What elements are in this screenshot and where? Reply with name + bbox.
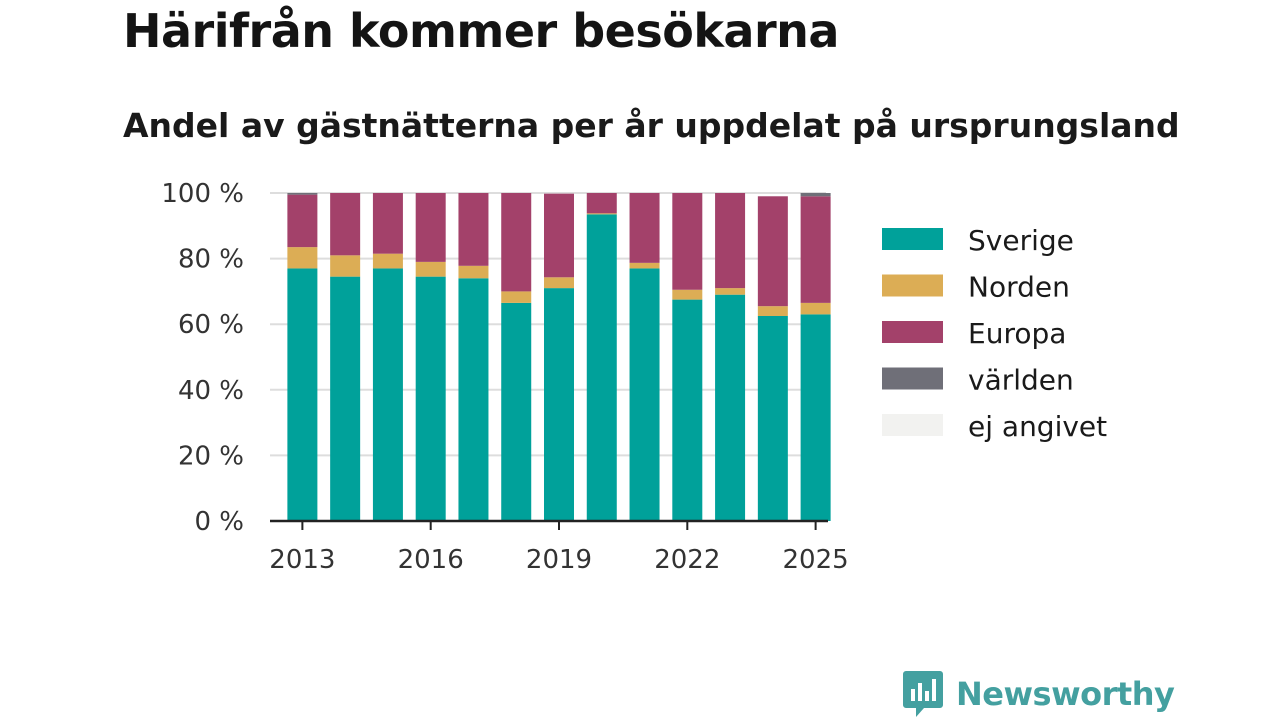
chart-title: Härifrån kommer besökarna (123, 4, 839, 58)
legend-label: Sverige (968, 224, 1074, 257)
newsworthy-brand: Newsworthy (902, 668, 1175, 720)
y-tick-label: 20 % (178, 441, 244, 471)
bar-segment (372, 268, 403, 521)
bar-segment (672, 289, 703, 300)
newsworthy-logo-icon (903, 671, 943, 717)
legend-swatch (882, 321, 943, 343)
bar-segment (672, 299, 703, 521)
bar-segment (501, 302, 532, 521)
stacked-bar-chart: 0 % 20 % 40 % 60 % 80 % 100 % 2013 2016 2019 202… (161, 179, 1107, 575)
bar-segment (501, 291, 532, 303)
y-tick-label: 80 % (178, 245, 244, 275)
x-tick-label: 2025 (783, 545, 849, 575)
bar-segment (586, 214, 617, 521)
bar-segment (757, 306, 788, 316)
bar-segment (715, 294, 746, 521)
bar-segment (544, 193, 574, 278)
bar-segment (629, 262, 660, 269)
bar-segment (287, 194, 318, 248)
bar-segment (715, 193, 746, 289)
x-axis: 2013 2016 2019 2022 2025 (269, 519, 849, 575)
bar-segment (586, 193, 617, 214)
bar-segment (330, 193, 361, 256)
bar-segment (287, 268, 318, 521)
bar-segment (415, 193, 446, 262)
bar-segment (800, 302, 831, 315)
x-tick-label: 2022 (654, 545, 720, 575)
bar-segment (501, 193, 532, 292)
y-tick-label: 100 % (161, 179, 244, 209)
legend-label: världen (968, 364, 1074, 397)
bar-segment (330, 276, 361, 521)
bar-segment (757, 316, 788, 521)
bar-segment (800, 196, 831, 303)
bar-segment (458, 193, 489, 266)
brand-name: Newsworthy (956, 675, 1175, 713)
x-tick-label: 2013 (269, 545, 335, 575)
y-tick-label: 0 % (194, 507, 244, 537)
bar-segment (715, 288, 746, 295)
bar-segment (372, 253, 403, 269)
legend-label: Europa (968, 317, 1066, 350)
legend-swatch (882, 274, 943, 297)
bar-segment (287, 247, 318, 269)
legend-swatch (882, 414, 943, 436)
x-tick-label: 2019 (526, 545, 592, 575)
bar-segment (800, 193, 831, 197)
legend: Sverige Norden Europa världen ej angivet (882, 224, 1107, 443)
bar-segment (672, 193, 703, 290)
bar-segment (415, 261, 446, 277)
bar-segment (458, 278, 489, 521)
bar-segment (287, 193, 318, 195)
bar-segment (586, 213, 617, 215)
bar-segment (544, 288, 574, 521)
bar-segment (415, 276, 446, 521)
bar-segment (544, 277, 574, 289)
legend-label: Norden (968, 271, 1070, 304)
y-tick-label: 60 % (178, 310, 244, 340)
bar-segment (800, 314, 831, 521)
legend-swatch (882, 367, 943, 390)
x-tick-label: 2016 (398, 545, 464, 575)
bar-segment (330, 255, 361, 277)
legend-swatch (882, 228, 943, 250)
y-tick-label: 40 % (178, 376, 244, 406)
y-axis: 0 % 20 % 40 % 60 % 80 % 100 % (161, 179, 244, 537)
bar-segment (458, 265, 489, 279)
chart-subtitle: Andel av gästnätterna per år uppdelat på… (123, 106, 1180, 145)
bar-segment (629, 268, 660, 521)
legend-label: ej angivet (968, 410, 1107, 443)
bar-segment (629, 193, 660, 263)
bars (287, 193, 831, 521)
bar-segment (757, 196, 788, 307)
bar-segment (372, 193, 403, 254)
